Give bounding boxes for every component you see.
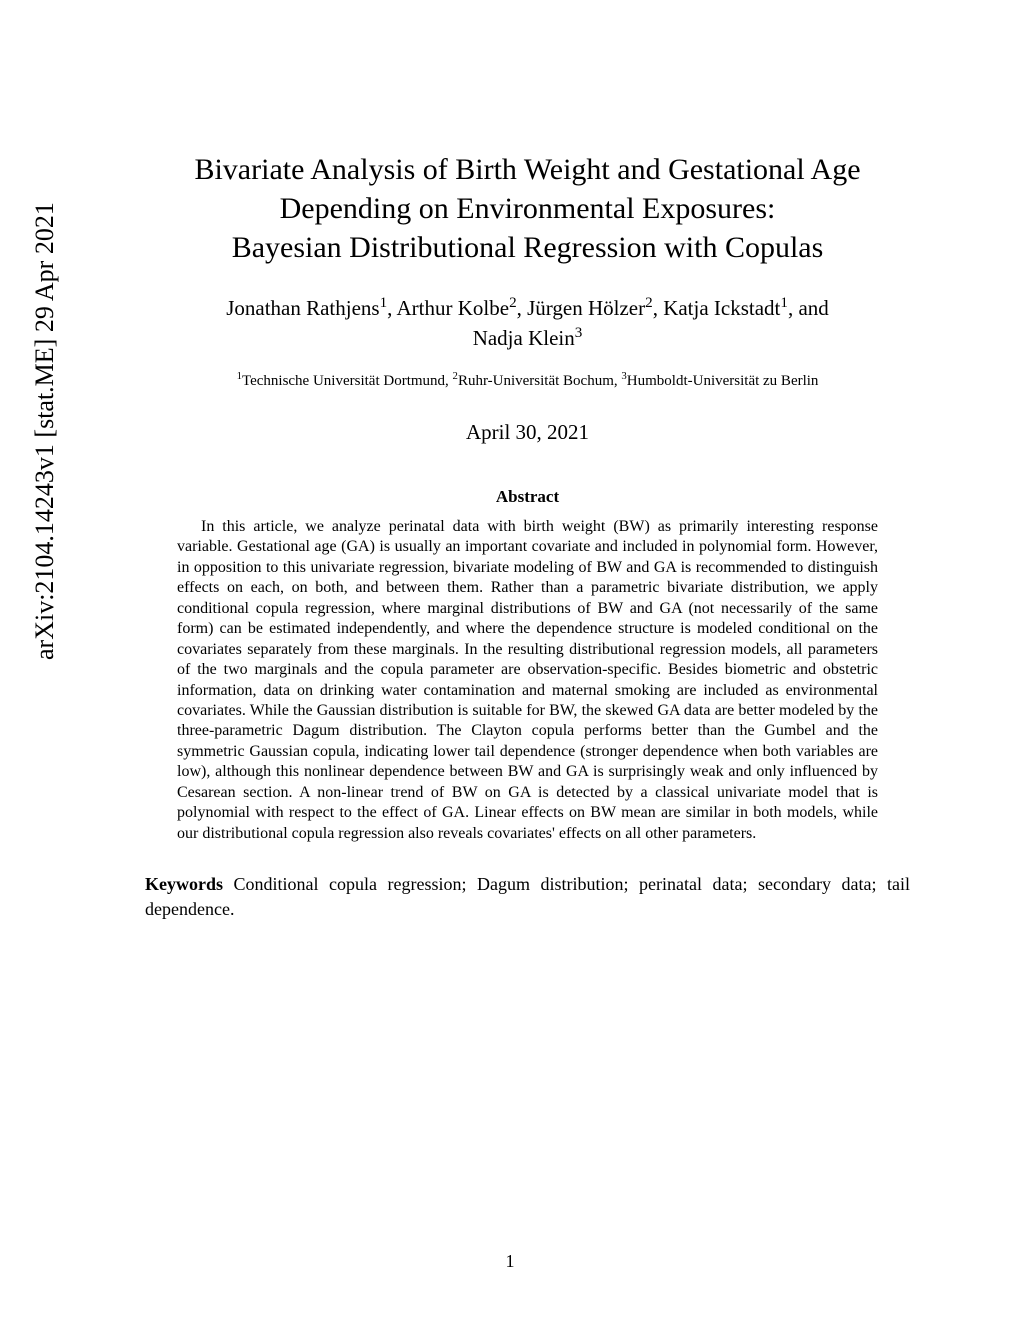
paper-content: Bivariate Analysis of Birth Weight and G… (145, 0, 910, 921)
author-4-aff: 1 (780, 295, 788, 311)
author-5: Nadja Klein (473, 326, 575, 350)
affiliations: 1Technische Universität Dortmund, 2Ruhr-… (145, 370, 910, 390)
title-line-1: Bivariate Analysis of Birth Weight and G… (194, 153, 860, 186)
title-line-2: Depending on Environmental Exposures: (280, 192, 776, 225)
author-5-aff: 3 (575, 325, 583, 341)
abstract-heading: Abstract (145, 487, 910, 507)
author-3: Jürgen Hölzer (527, 296, 645, 320)
arxiv-identifier: arXiv:2104.14243v1 [stat.ME] 29 Apr 2021 (30, 202, 60, 660)
author-4: Katja Ickstadt (663, 296, 780, 320)
title-line-3: Bayesian Distributional Regression with … (232, 231, 824, 264)
aff-2-text: Ruhr-Universität Bochum, (458, 373, 621, 389)
sep: , (387, 296, 396, 320)
abstract-body: In this article, we analyze perinatal da… (177, 517, 878, 845)
keywords-section: Keywords Conditional copula regression; … (145, 872, 910, 921)
aff-3-text: Humboldt-Universität zu Berlin (627, 373, 819, 389)
sep: , (517, 296, 528, 320)
keywords-text: Conditional copula regression; Dagum dis… (145, 874, 910, 918)
author-2: Arthur Kolbe (397, 296, 510, 320)
aff-1-text: Technische Universität Dortmund, (242, 373, 453, 389)
sep: , (653, 296, 664, 320)
keywords-gap (223, 874, 234, 894)
author-2-aff: 2 (509, 295, 517, 311)
author-1: Jonathan Rathjens (226, 296, 379, 320)
abstract-text: In this article, we analyze perinatal da… (177, 518, 878, 842)
author-3-aff: 2 (645, 295, 653, 311)
keywords-label: Keywords (145, 874, 223, 894)
paper-title: Bivariate Analysis of Birth Weight and G… (145, 150, 910, 267)
paper-date: April 30, 2021 (145, 420, 910, 445)
sep-and: , and (788, 296, 829, 320)
page-number: 1 (0, 1251, 1020, 1272)
author-list: Jonathan Rathjens1, Arthur Kolbe2, Jürge… (145, 293, 910, 354)
